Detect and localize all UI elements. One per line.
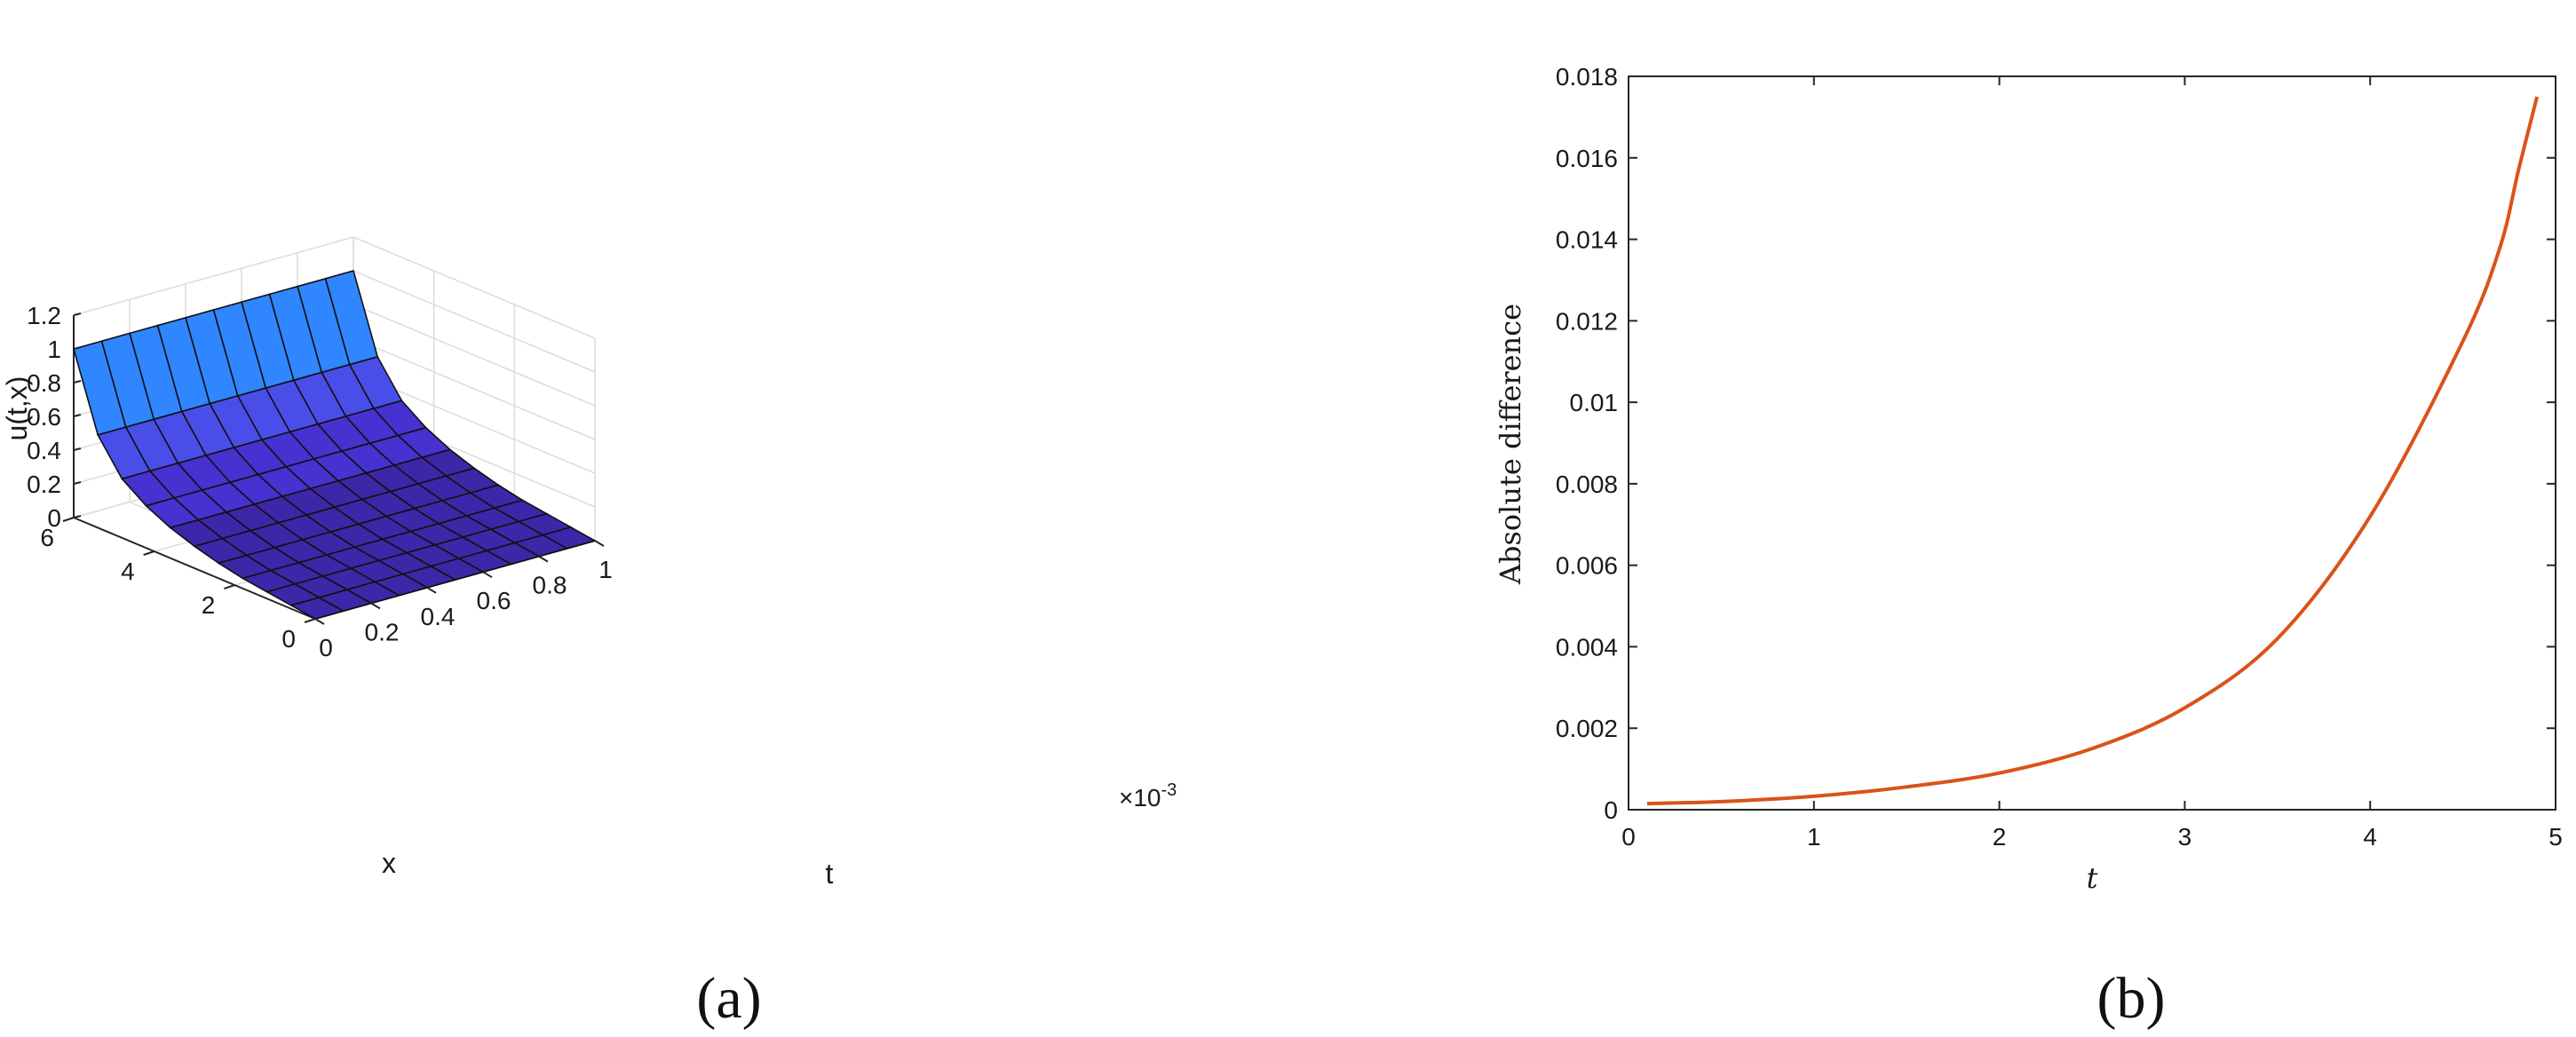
y-tick-label: 0.002 bbox=[1556, 715, 1618, 742]
z-tick-label: 0.2 bbox=[27, 471, 61, 498]
t-tick-mark bbox=[482, 571, 493, 579]
line-plot: 0 0.002 0.004 0.006 0.008 0.01 0.012 0.014 0.016… bbox=[1494, 63, 2563, 1031]
x-tick-label: 4 bbox=[2363, 823, 2377, 851]
t-multiplier-label: ×10-3 bbox=[1119, 780, 1177, 811]
x-tick-label: 3 bbox=[2178, 823, 2192, 851]
z-tick-mark bbox=[73, 414, 82, 417]
x-tick-mark bbox=[62, 517, 75, 522]
x-axis-label: t bbox=[2087, 861, 2098, 895]
y-tick-label: 0.01 bbox=[1570, 389, 1619, 416]
t-tick-mark bbox=[426, 586, 437, 594]
x-tick-label: 0 bbox=[1621, 823, 1636, 851]
x-tick-label: 6 bbox=[40, 524, 54, 551]
y-axis-label: Absolute difference bbox=[1494, 304, 1527, 585]
x-axis-label: x bbox=[382, 847, 396, 879]
z-tick-mark bbox=[73, 313, 82, 316]
t-tick-label: 0 bbox=[319, 634, 333, 661]
t-tick-labels: 0 0.2 0.4 0.6 0.8 1 bbox=[314, 540, 613, 661]
series-line bbox=[1646, 96, 2540, 806]
t-tick-label: 0.8 bbox=[533, 572, 567, 599]
plot-frame bbox=[1628, 75, 2556, 811]
t-tick-mark bbox=[370, 602, 381, 610]
x-tick-label: 4 bbox=[121, 558, 135, 585]
z-tick-label: 0.8 bbox=[27, 369, 61, 397]
surface-plot: 0 0.2 0.4 0.6 0.8 1 1.2 0 2 4 6 0 0.2 0.4 0.6 0.8 1 u(… bbox=[1, 236, 1177, 1031]
t-tick-label: 0.2 bbox=[365, 618, 400, 645]
z-tick-mark bbox=[73, 447, 82, 451]
x-tick-mark bbox=[143, 550, 155, 556]
z-tick-labels: 0 0.2 0.4 0.6 0.8 1 1.2 bbox=[27, 302, 82, 532]
x-tick-mark bbox=[224, 584, 235, 590]
t-tick-label: 0.4 bbox=[421, 603, 456, 630]
y-tick-label: 0 bbox=[1604, 796, 1618, 824]
x-tick-mark bbox=[304, 618, 316, 623]
t-tick-label: 0.6 bbox=[477, 587, 511, 614]
y-tick-label: 0.018 bbox=[1556, 63, 1618, 91]
surface-patch bbox=[289, 597, 345, 620]
z-tick-label: 1 bbox=[47, 336, 61, 363]
y-ticks: 0 0.002 0.004 0.006 0.008 0.01 0.012 0.014 0.016… bbox=[1556, 63, 2556, 824]
y-tick-label: 0.008 bbox=[1556, 471, 1618, 498]
z-tick-mark bbox=[73, 481, 82, 485]
x-tick-label: 2 bbox=[1993, 823, 2007, 851]
x-tick-label: 5 bbox=[2548, 823, 2563, 851]
z-tick-label: 0.6 bbox=[27, 403, 61, 431]
x-tick-label: 2 bbox=[202, 591, 216, 619]
t-tick-label: 1 bbox=[598, 556, 613, 583]
panel-label-a: (a) bbox=[696, 966, 761, 1031]
z-tick-label: 1.2 bbox=[27, 302, 61, 329]
y-tick-label: 0.014 bbox=[1556, 226, 1618, 254]
z-axis-label: u(t,x) bbox=[1, 376, 33, 441]
x-tick-label: 0 bbox=[281, 625, 296, 653]
t-axis-label: t bbox=[826, 858, 834, 890]
y-tick-label: 0.006 bbox=[1556, 552, 1618, 580]
t-tick-mark bbox=[314, 618, 325, 625]
surface-patches bbox=[73, 270, 598, 620]
y-tick-label: 0.004 bbox=[1556, 633, 1618, 661]
z-tick-mark bbox=[73, 515, 82, 518]
t-tick-mark bbox=[538, 555, 549, 563]
z-tick-mark bbox=[73, 380, 82, 384]
z-tick-label: 0.4 bbox=[27, 437, 61, 464]
z-tick-label: 0 bbox=[47, 504, 61, 532]
t-tick-mark bbox=[594, 540, 605, 547]
grid-line bbox=[73, 236, 596, 339]
panel-label-b: (b) bbox=[2097, 966, 2166, 1031]
x-tick-label: 1 bbox=[1807, 823, 1821, 851]
y-tick-label: 0.016 bbox=[1556, 145, 1618, 172]
y-tick-label: 0.012 bbox=[1556, 307, 1618, 335]
x-axis-line bbox=[73, 517, 316, 620]
z-tick-mark bbox=[73, 346, 82, 350]
x-ticks: 0 1 2 3 4 5 bbox=[1621, 76, 2563, 851]
x-tick-labels: 0 2 4 6 bbox=[40, 517, 316, 653]
